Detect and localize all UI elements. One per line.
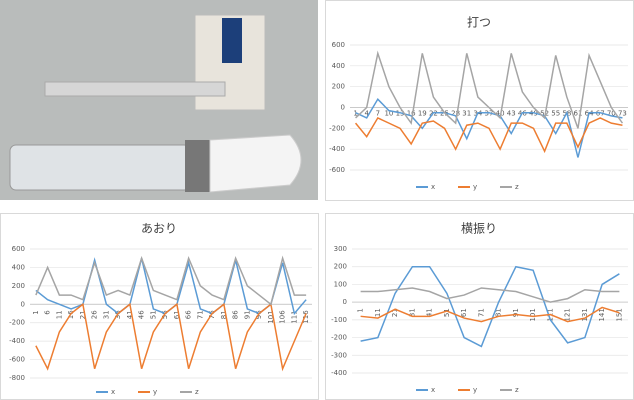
x-tick-label: 31 [462,110,471,118]
legend-label: y [473,183,477,191]
legend-label: x [431,183,435,191]
x-tick-label: 73 [618,110,627,118]
legend-label: y [153,388,157,396]
x-tick-label: 1 [32,310,40,314]
legend-label: x [111,388,115,396]
y-tick-label: 200 [332,83,345,91]
x-tick-label: 66 [185,310,193,319]
x-tick-label: 71 [196,310,204,319]
y-tick-label: 100 [334,280,347,288]
y-tick-label: 200 [12,282,25,290]
y-tick-label: -400 [331,369,347,377]
page: {"chart_data": [ {"type": "line", "title… [0,0,634,400]
chart-title: 横振り [461,222,497,236]
y-tick-label: -400 [329,145,345,153]
legend-label: z [515,386,519,394]
x-tick-label: 51 [149,310,157,319]
x-tick-label: 26 [91,310,99,319]
x-tick-label: 106 [279,310,287,324]
x-tick-label: 46 [138,310,146,319]
x-tick-label: 7 [376,110,380,118]
x-tick-label: 131 [581,308,589,321]
y-tick-label: 200 [334,263,347,271]
y-tick-label: 0 [21,300,25,308]
y-tick-label: 0 [341,104,345,112]
chart-frame [326,214,634,400]
x-tick-label: 91 [243,310,251,319]
chart-title: 打つ [467,16,491,30]
light-stick-tube [10,145,190,190]
screen: 打つ6004002000-200-400-6001471013161922252… [0,0,634,400]
x-tick-label: 91 [512,308,520,317]
x-tick-label: 86 [232,310,240,319]
y-tick-label: -600 [9,356,25,364]
x-tick-label: 1 [357,308,365,312]
y-tick-label: -400 [9,337,25,345]
chart-frame [326,1,634,201]
y-tick-label: -100 [331,316,347,324]
chart-title: あおり [141,222,177,236]
x-tick-label: 11 [55,310,63,319]
x-tick-label: 101 [529,308,537,321]
x-tick-label: 61 [460,308,468,317]
light-stick-ring [185,140,210,192]
x-tick-label: 31 [102,310,110,319]
y-tick-label: 0 [343,298,347,306]
x-tick-label: 71 [477,308,485,317]
x-tick-label: 43 [507,110,516,118]
legend-label: x [431,386,435,394]
photo [0,0,318,200]
y-tick-label: -200 [331,334,347,342]
x-tick-label: 55 [551,110,560,118]
y-tick-label: 400 [332,62,345,70]
led-strip [45,82,225,96]
y-tick-label: 600 [332,41,345,49]
legend-label: y [473,386,477,394]
x-tick-label: 6 [44,310,52,315]
light-stick-handle [210,135,301,192]
x-tick-label: 121 [564,308,572,321]
x-tick-label: 11 [374,308,382,317]
legend-label: z [195,388,199,396]
y-tick-label: -200 [9,319,25,327]
y-tick-label: 600 [12,245,25,253]
y-tick-label: -200 [329,124,345,132]
y-tick-label: -600 [329,166,345,174]
microcontroller [222,18,242,63]
x-tick-label: 19 [418,110,427,118]
y-tick-label: -800 [9,374,25,382]
x-tick-label: 151 [615,308,623,321]
y-tick-label: -300 [331,351,347,359]
x-tick-label: 141 [598,308,606,321]
legend-label: z [515,183,519,191]
y-tick-label: 400 [12,263,25,271]
y-tick-label: 300 [334,245,347,253]
